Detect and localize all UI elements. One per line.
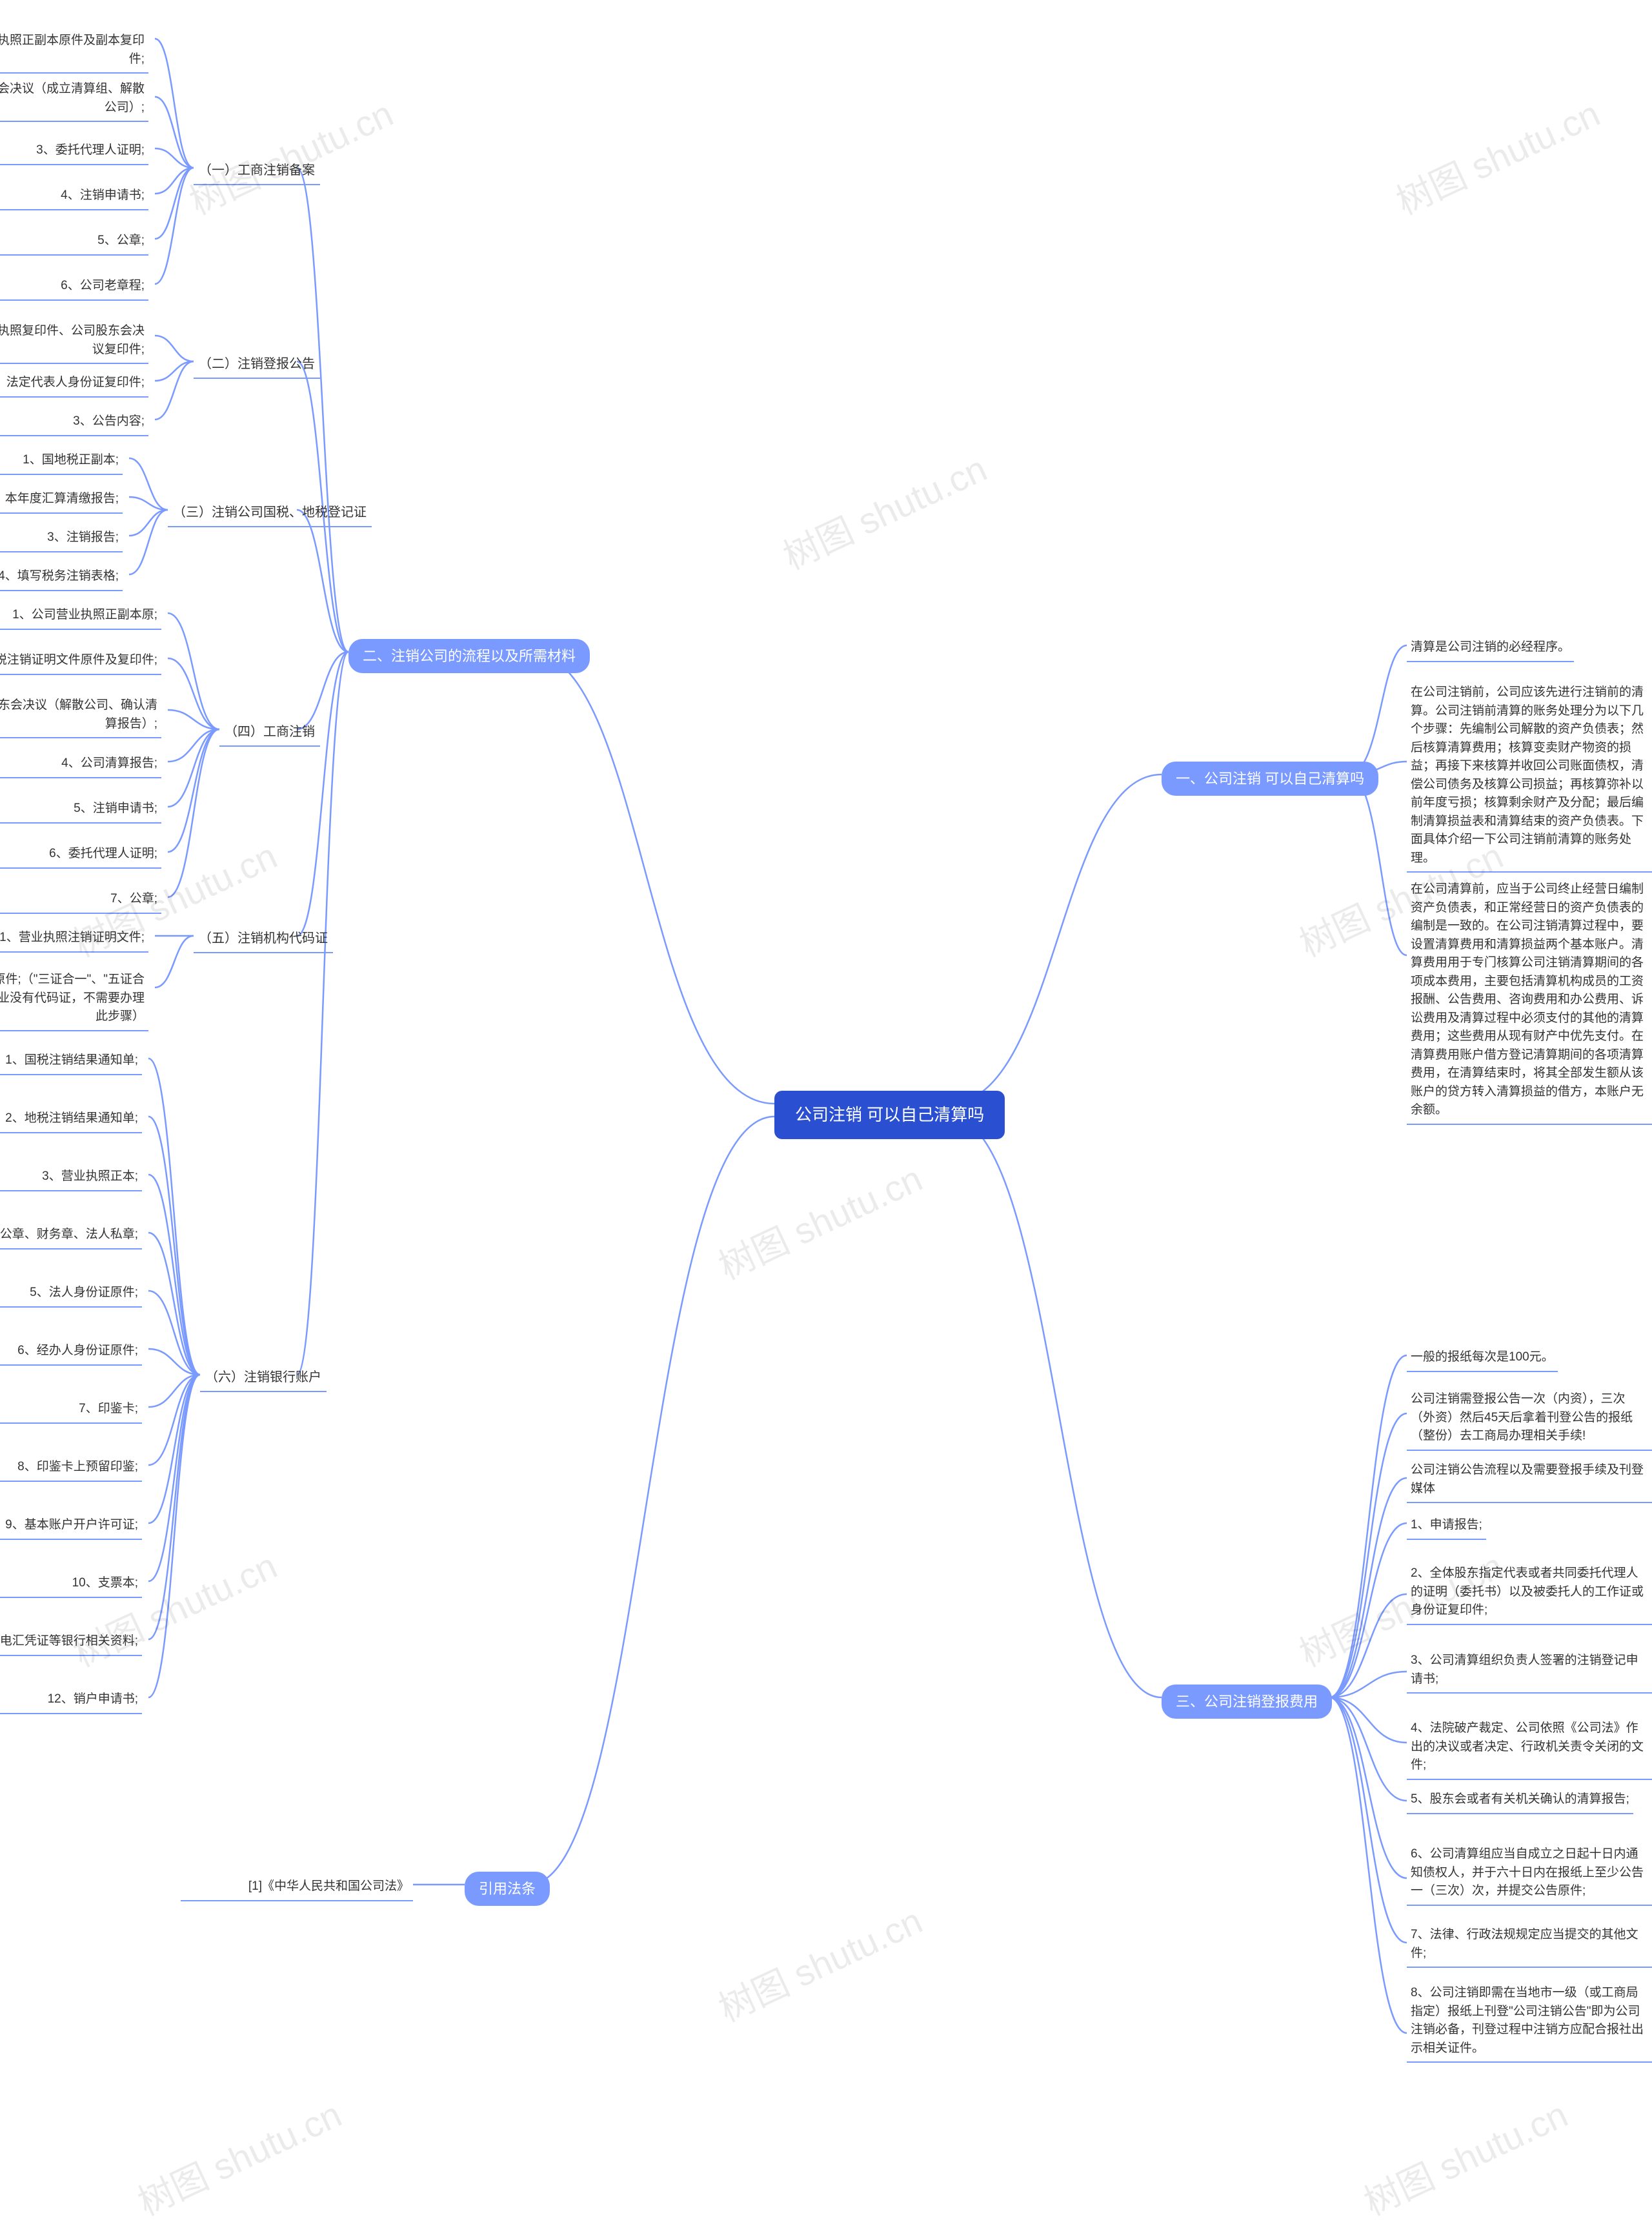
b2-sub3-leaf-4: 5、注销申请书; — [0, 797, 161, 824]
b2-sub0-leaf-3: 4、注销申请书; — [0, 184, 148, 210]
b2-sub0-leaf-2: 3、委托代理人证明; — [0, 139, 148, 165]
b3-leaf-1: 公司注销需登报公告一次（内资），三次（外资）然后45天后拿着刊登公告的报纸（整份… — [1407, 1388, 1652, 1451]
b2-sub3-leaf-5: 6、委托代理人证明; — [0, 842, 161, 869]
branch-2[interactable]: 二、注销公司的流程以及所需材料 — [348, 639, 590, 673]
b3-leaf-9: 7、法律、行政法规规定应当提交的其他文件; — [1407, 1923, 1652, 1968]
b2-sub3-leaf-1: 2、国地税注销证明文件原件及复印件; — [0, 649, 161, 675]
b2-sub0-leaf-4: 5、公章; — [0, 229, 148, 256]
b3-leaf-10: 8、公司注销即需在当地市一级（或工商局指定）报纸上刊登"公司注销公告"即为公司注… — [1407, 1981, 1652, 2063]
b2-sub5-leaf-0: 1、国税注销结果通知单; — [0, 1049, 142, 1075]
b3-leaf-2: 公司注销公告流程以及需要登报手续及刊登媒体 — [1407, 1459, 1652, 1503]
b2-sub5-leaf-11: 12、销户申请书; — [0, 1688, 142, 1714]
b2-sub3-leaf-2: 3、公司股东会决议（解散公司、确认清算报告）; — [0, 694, 161, 738]
b2-sub5-leaf-8: 9、基本账户开户许可证; — [0, 1513, 142, 1540]
b2-sub4-leaf-1: 2、代码证原件;（"三证合一"、"五证合一"之后的企业没有代码证，不需要办理此步… — [0, 968, 148, 1031]
b2-sub-1[interactable]: （二）注销登报公告 — [194, 352, 320, 379]
b1-leaf-1: 在公司注销前，公司应该先进行注销前的清算。公司注销前清算的账务处理分为以下几个步… — [1407, 681, 1652, 873]
b2-sub-0[interactable]: （一）工商注销备案 — [194, 158, 320, 185]
b2-sub-4[interactable]: （五）注销机构代码证 — [194, 926, 333, 953]
b2-sub2-leaf-2: 3、注销报告; — [0, 526, 123, 552]
b2-sub3-leaf-6: 7、公章; — [0, 887, 161, 914]
b2-sub5-leaf-5: 6、经办人身份证原件; — [0, 1339, 142, 1366]
b2-sub2-leaf-0: 1、国地税正副本; — [0, 449, 123, 475]
b2-sub1-leaf-1: 2、法定代表人身份证复印件; — [0, 371, 148, 398]
b2-sub5-leaf-10: 11、电汇凭证等银行相关资料; — [0, 1630, 142, 1656]
b2-sub-5[interactable]: （六）注销银行账户 — [200, 1365, 327, 1392]
b3-leaf-0: 一般的报纸每次是100元。 — [1407, 1346, 1558, 1372]
b3-leaf-6: 4、法院破产裁定、公司依照《公司法》作出的决议或者决定、行政机关责令关闭的文件; — [1407, 1717, 1652, 1780]
b2-sub5-leaf-3: 4、公章、财务章、法人私章; — [0, 1223, 142, 1250]
b2-sub-3[interactable]: （四）工商注销 — [219, 720, 320, 747]
b2-sub1-leaf-2: 3、公告内容; — [0, 410, 148, 436]
b2-sub3-leaf-0: 1、公司营业执照正副本原; — [0, 603, 161, 630]
b2-sub5-leaf-7: 8、印鉴卡上预留印鉴; — [0, 1455, 142, 1482]
b2-sub0-leaf-1: 2、公司股东会决议（成立清算组、解散公司）; — [0, 77, 148, 122]
b2-sub0-leaf-0: 1、公司营业执照正副本原件及副本复印件; — [0, 29, 148, 74]
b3-leaf-8: 6、公司清算组应当自成立之日起十日内通知债权人，并于六十日内在报纸上至少公告一（… — [1407, 1843, 1652, 1906]
b2-sub-2[interactable]: （三）注销公司国税、地税登记证 — [168, 500, 372, 527]
b3-leaf-4: 2、全体股东指定代表或者共同委托代理人的证明（委托书）以及被委托人的工作证或身份… — [1407, 1562, 1652, 1625]
b3-leaf-3: 1、申请报告; — [1407, 1513, 1486, 1540]
b2-sub5-leaf-4: 5、法人身份证原件; — [0, 1281, 142, 1308]
b1-leaf-0: 清算是公司注销的必经程序。 — [1407, 636, 1574, 662]
b2-sub5-leaf-2: 3、营业执照正本; — [0, 1165, 142, 1191]
b1-leaf-2: 在公司清算前，应当于公司终止经营日编制资产负债表，和正常经营日的资产负债表的编制… — [1407, 878, 1652, 1125]
b2-sub2-leaf-3: 4、填写税务注销表格; — [0, 565, 123, 591]
b2-sub5-leaf-6: 7、印鉴卡; — [0, 1397, 142, 1424]
b2-sub5-leaf-9: 10、支票本; — [0, 1572, 142, 1598]
branch-4[interactable]: 引用法条 — [465, 1872, 550, 1906]
b2-sub4-leaf-0: 1、营业执照注销证明文件; — [0, 926, 148, 953]
b2-sub3-leaf-3: 4、公司清算报告; — [0, 752, 161, 778]
b4-leaf-0: [1]《中华人民共和国公司法》 — [181, 1875, 413, 1901]
b2-sub2-leaf-1: 2、本年度汇算清缴报告; — [0, 487, 123, 514]
b2-sub0-leaf-5: 6、公司老章程; — [0, 274, 148, 301]
root-node[interactable]: 公司注销 可以自己清算吗 — [774, 1091, 1005, 1139]
b2-sub5-leaf-1: 2、地税注销结果通知单; — [0, 1107, 142, 1133]
b2-sub1-leaf-0: 1、公司营业执照复印件、公司股东会决议复印件; — [0, 319, 148, 364]
b3-leaf-5: 3、公司清算组织负责人签署的注销登记申请书; — [1407, 1649, 1652, 1694]
branch-1[interactable]: 一、公司注销 可以自己清算吗 — [1162, 762, 1378, 796]
branch-3[interactable]: 三、公司注销登报费用 — [1162, 1685, 1332, 1719]
b3-leaf-7: 5、股东会或者有关机关确认的清算报告; — [1407, 1788, 1633, 1814]
